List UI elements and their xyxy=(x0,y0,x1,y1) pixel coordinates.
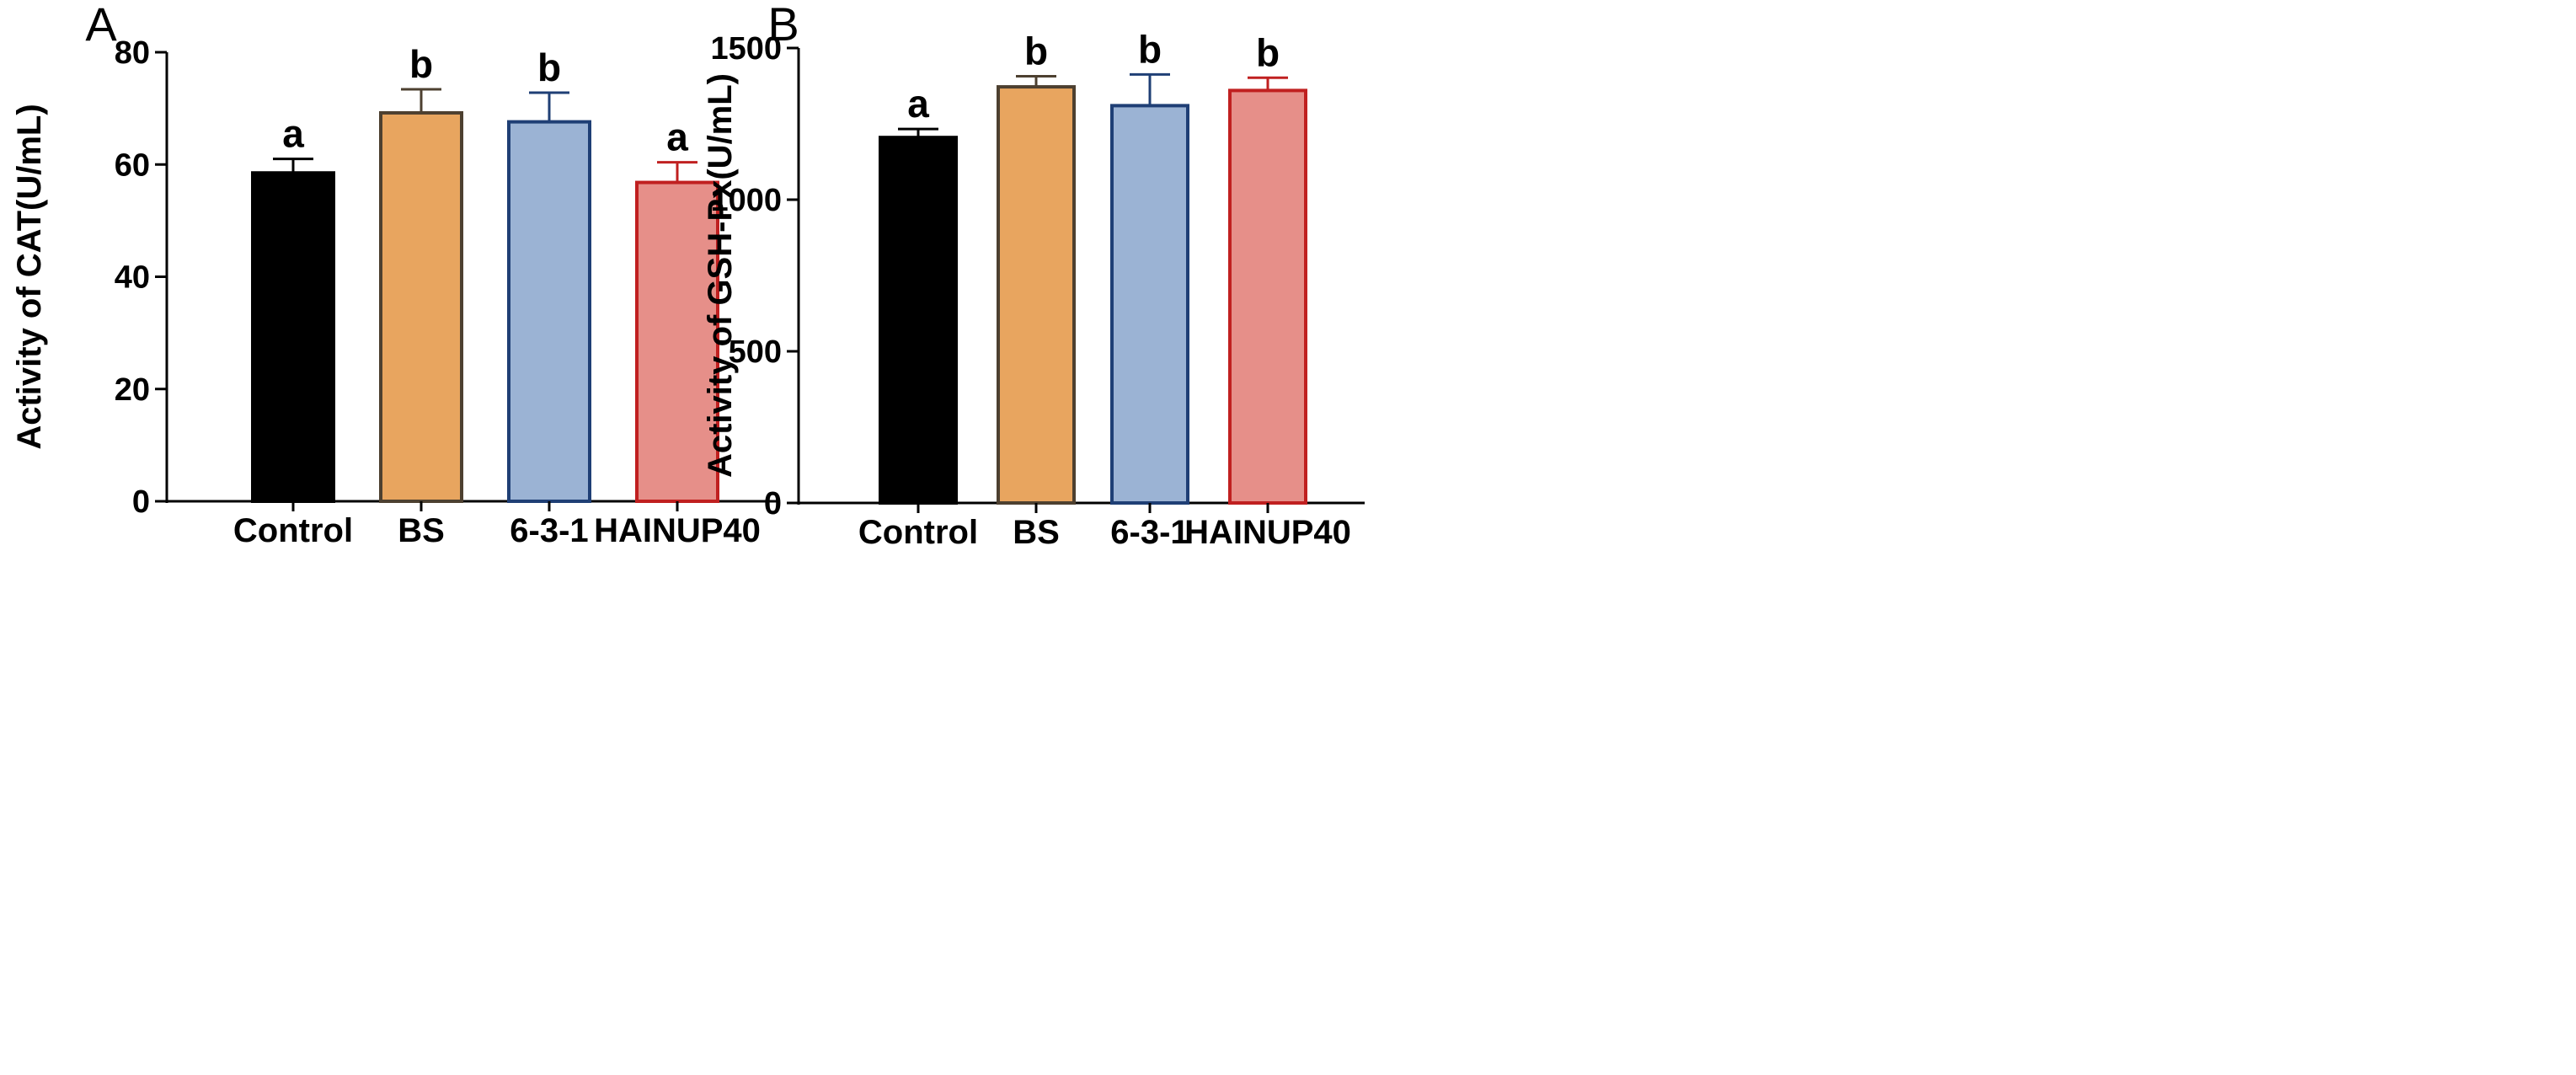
x-tick-label: HAINUP40 xyxy=(1184,514,1351,551)
significance-label: b xyxy=(1138,27,1162,71)
y-tick-label: 60 xyxy=(115,147,150,183)
bar-6-3-1 xyxy=(507,120,591,504)
significance-label: b xyxy=(537,45,561,89)
significance-label: a xyxy=(282,112,304,156)
significance-label: b xyxy=(409,42,433,86)
panel-b: B Activity of GSH-Px(U/mL) 0 500 1000 1500 Con… xyxy=(702,0,1365,551)
x-tick-label: HAINUP40 xyxy=(594,512,761,549)
bar-bs xyxy=(379,110,463,504)
y-tick-label: 500 xyxy=(729,334,782,370)
panel-letter: A xyxy=(85,0,117,51)
bar-hainup40 xyxy=(1228,88,1307,505)
y-tick-label: 40 xyxy=(115,260,150,296)
y-tick-label: 1000 xyxy=(710,183,782,218)
x-tick-label: BS xyxy=(1013,514,1060,551)
x-tick-label: 6-3-1 xyxy=(1110,514,1189,551)
y-tick-label: 0 xyxy=(132,484,150,520)
x-tick-label: 6-3-1 xyxy=(510,512,588,549)
significance-label: a xyxy=(907,82,929,126)
y-tick-label: 1500 xyxy=(710,31,782,67)
bar-hainup40 xyxy=(635,180,719,503)
significance-label: b xyxy=(1256,30,1280,74)
bar-control xyxy=(879,136,958,505)
x-tick-label: Control xyxy=(233,512,353,549)
bar-bs xyxy=(997,85,1076,505)
significance-label: a xyxy=(666,115,688,159)
y-tick-label: 80 xyxy=(115,35,150,71)
y-axis-title: Activity of GSH-Px(U/mL) xyxy=(702,73,739,478)
significance-label: b xyxy=(1024,29,1048,72)
y-axis-title: Activity of CAT(U/mL) xyxy=(11,104,48,449)
y-tick-label: 0 xyxy=(764,486,782,521)
y-tick-label: 20 xyxy=(115,372,150,408)
bar-6-3-1 xyxy=(1110,104,1189,505)
bar-control xyxy=(251,171,335,503)
panel-a: A Activity of CAT(U/mL) 0 20 40 60 80 Control a B… xyxy=(11,0,777,549)
x-tick-label: Control xyxy=(858,514,978,551)
x-tick-label: BS xyxy=(398,512,445,549)
panel-letter: B xyxy=(767,0,799,51)
